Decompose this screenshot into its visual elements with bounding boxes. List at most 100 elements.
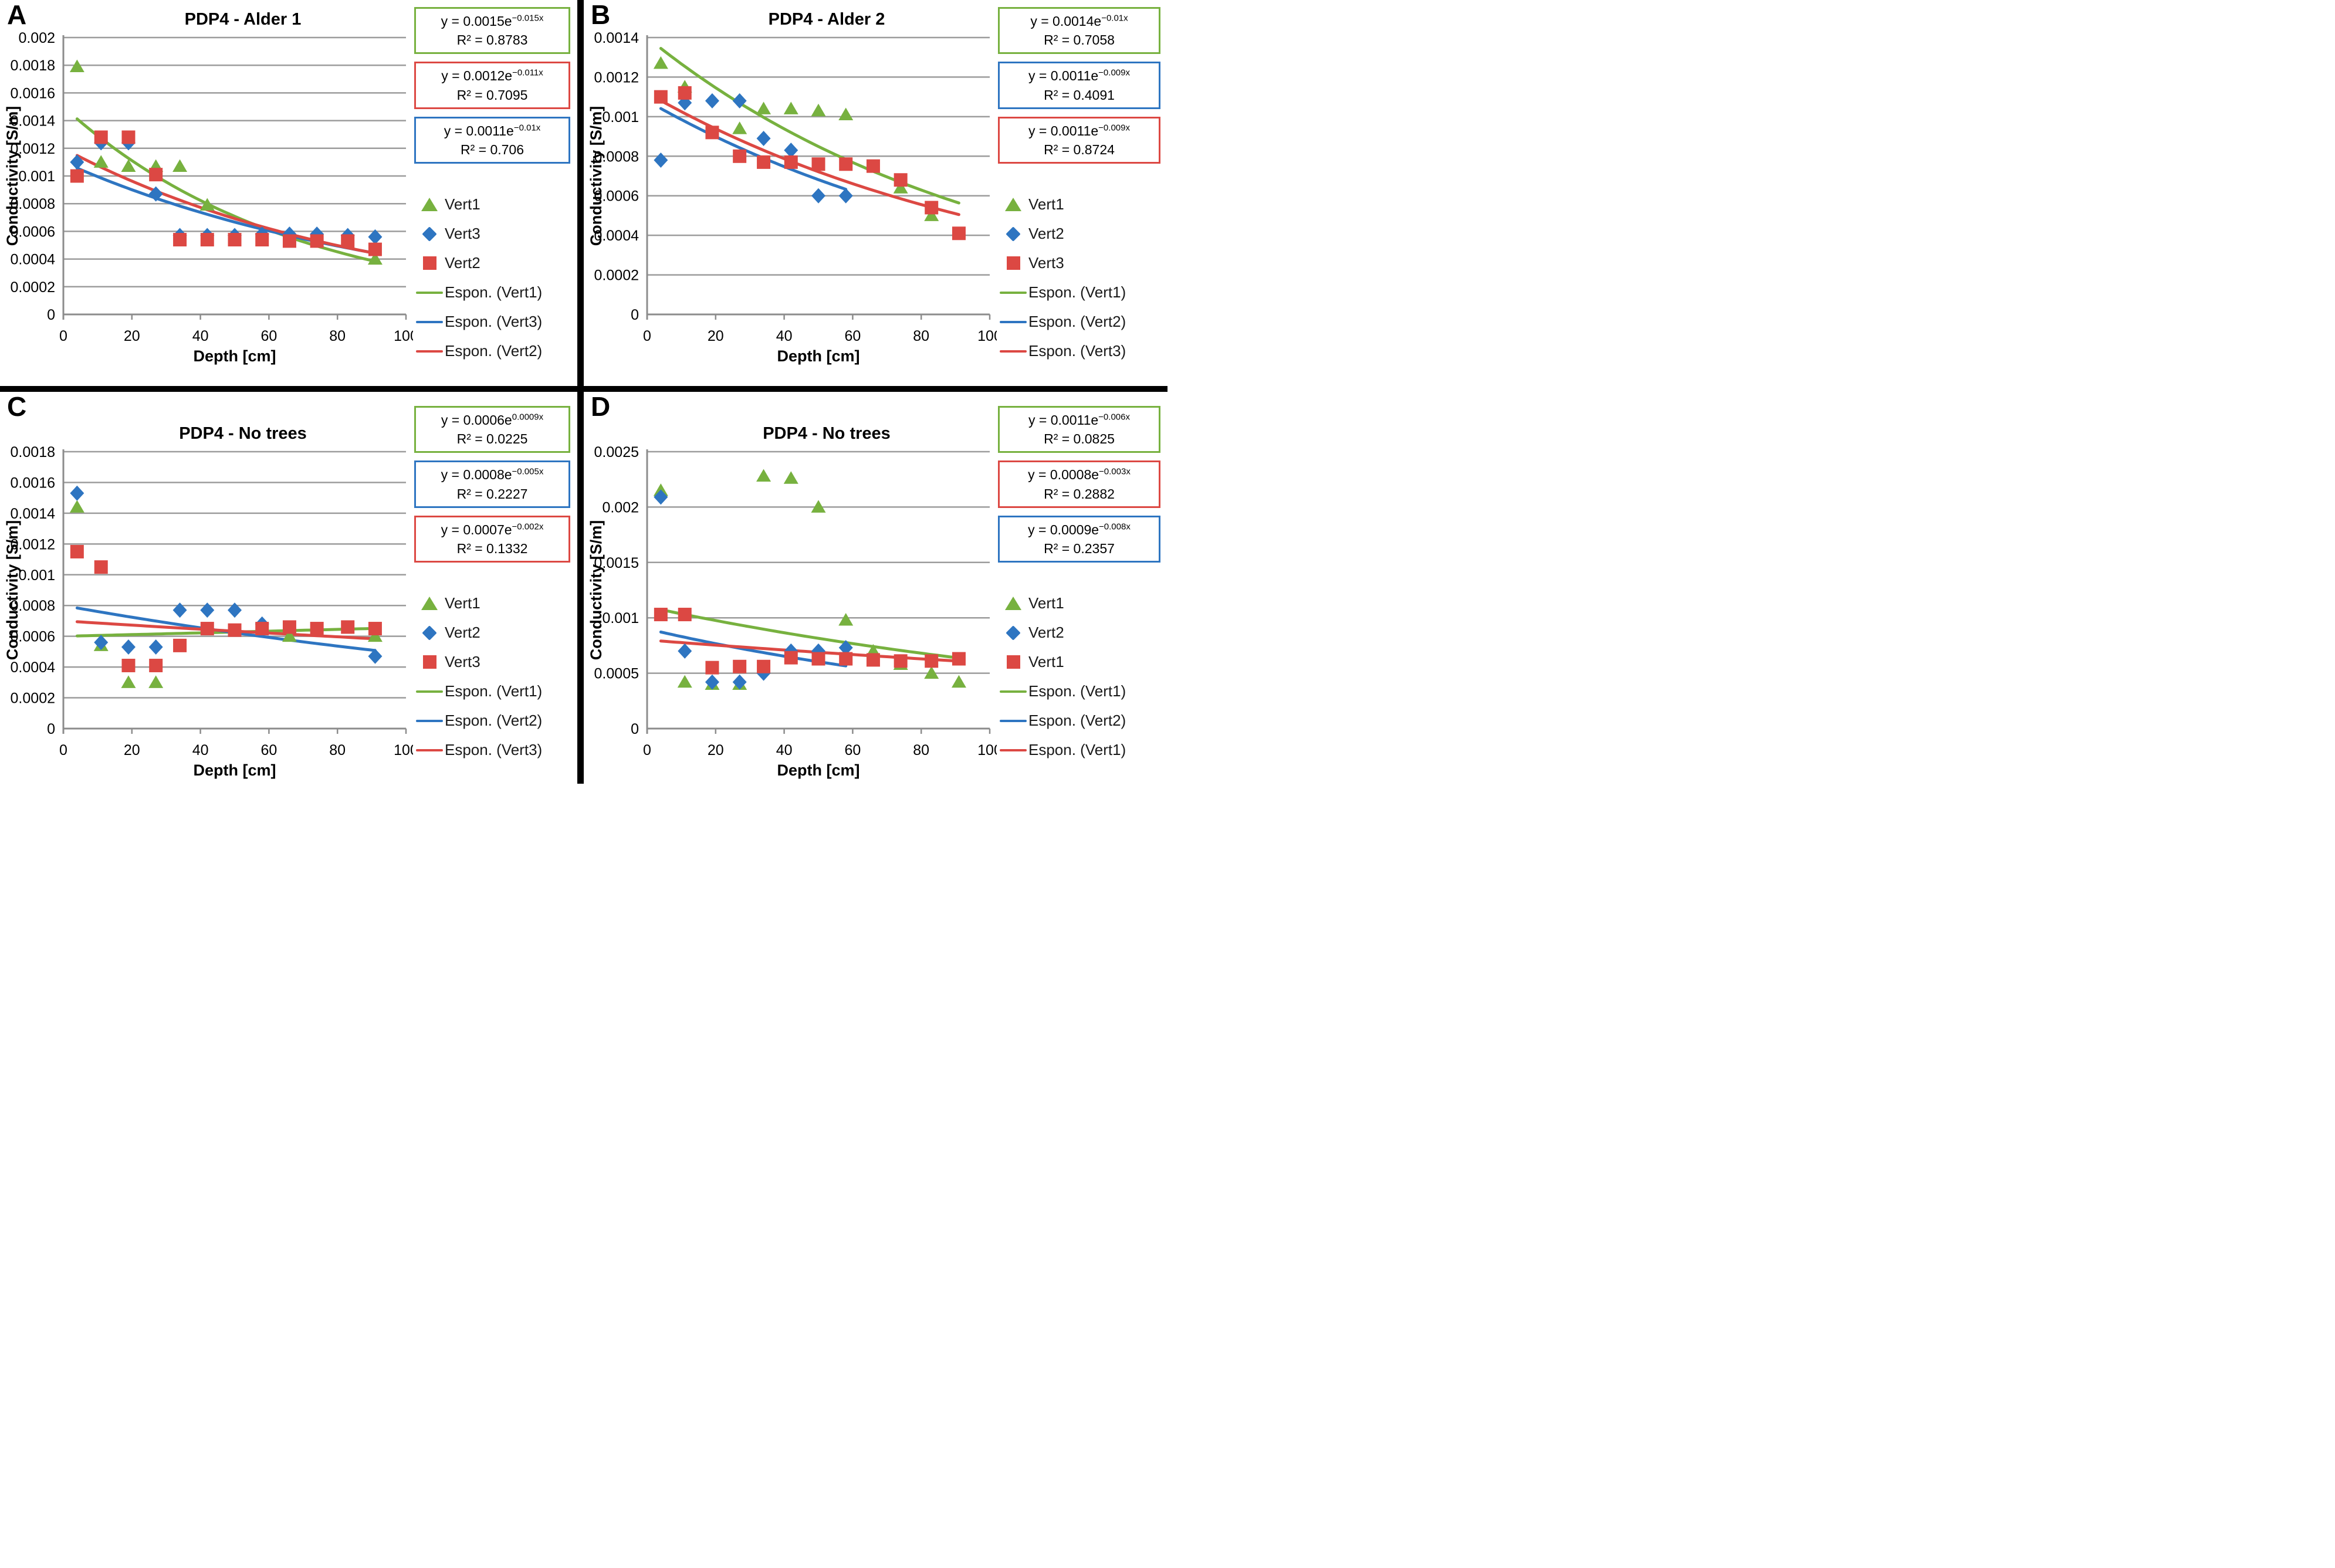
- x-tick-label: 40: [192, 742, 209, 758]
- data-point: [839, 652, 853, 666]
- x-tick-label: 20: [124, 328, 140, 344]
- r-squared-value: R² = 0.2357: [1044, 540, 1115, 556]
- legend-label: Vert1: [445, 594, 480, 612]
- equation-base: y = 0.0011e: [444, 123, 514, 138]
- data-point: [838, 188, 853, 204]
- trendline-blue: [75, 167, 377, 255]
- data-point: [121, 159, 136, 172]
- x-tick-label: 20: [708, 742, 724, 758]
- data-point: [148, 186, 163, 202]
- panel-title: PDP4 - No trees: [763, 424, 891, 443]
- x-tick-label: 60: [260, 328, 277, 344]
- y-tick-label: 0.0014: [11, 506, 56, 522]
- y-tick-label: 0.0016: [11, 85, 55, 101]
- trendline-swatch-icon: [998, 690, 1028, 693]
- data-point: [121, 639, 136, 655]
- data-point: [839, 157, 853, 171]
- data-point: [678, 608, 692, 622]
- data-point: [282, 620, 296, 634]
- equation-base: y = 0.0008e: [441, 467, 512, 483]
- y-tick-label: 0.0006: [11, 629, 55, 645]
- legend-item-line-blue: Espon. (Vert3): [414, 313, 573, 331]
- panel-d-sidebar: y = 0.0011e−0.006x R² = 0.0825 y = 0.0008e…: [997, 393, 1168, 784]
- legend-item-marker-blue: Vert2: [414, 624, 573, 642]
- equation-base: y = 0.0014e: [1030, 13, 1102, 29]
- legend-item-marker-red: Vert3: [414, 653, 573, 671]
- y-tick-label: 0.001: [18, 168, 55, 185]
- data-point: [94, 130, 108, 144]
- line-swatch-shape: [1000, 291, 1027, 294]
- data-point: [70, 154, 84, 170]
- r-squared-value: R² = 0.7095: [456, 87, 528, 103]
- x-tick-label: 100: [977, 742, 997, 758]
- series-vert2-red: [70, 130, 382, 256]
- x-tick-label: 100: [394, 742, 413, 758]
- y-axis-label: Conductivity [S/m]: [587, 106, 605, 246]
- data-point: [121, 130, 136, 144]
- legend: Vert1 Vert3 Vert2 Espon. (Vert1) Espon. (Ver…: [414, 184, 573, 371]
- trendline-swatch-icon: [414, 690, 445, 693]
- equation-base: y = 0.0011e: [1028, 123, 1099, 138]
- data-point: [783, 101, 798, 114]
- trendline-swatch-icon: [414, 749, 445, 751]
- data-point: [952, 652, 966, 666]
- trendline-blue: [659, 107, 848, 191]
- r-squared-value: R² = 0.8724: [1044, 141, 1115, 157]
- equation-base: y = 0.0011e: [1028, 68, 1099, 84]
- y-tick-label: 0.0016: [11, 475, 55, 491]
- equation-line: y = 0.0011e−0.009x: [1003, 121, 1155, 140]
- data-point: [654, 489, 668, 505]
- square-marker-icon: [998, 655, 1028, 669]
- data-point: [228, 602, 242, 618]
- legend-label: Espon. (Vert2): [1028, 313, 1126, 331]
- equation-box-blue: y = 0.0008e−0.005x R² = 0.2227: [414, 460, 570, 508]
- series-vert3-red: [654, 86, 966, 241]
- data-point: [282, 234, 296, 248]
- data-point: [654, 153, 668, 168]
- x-tick-label: 0: [643, 328, 651, 344]
- x-tick-label: 40: [776, 328, 793, 344]
- equation-base: y = 0.0007e: [441, 521, 512, 537]
- data-point: [148, 639, 163, 655]
- legend-item-line-green: Espon. (Vert1): [998, 682, 1163, 700]
- line-swatch-shape: [1000, 690, 1027, 693]
- data-point: [653, 56, 668, 69]
- y-tick-label: 0.0006: [594, 188, 639, 205]
- line-swatch-shape: [416, 350, 443, 353]
- legend-label: Vert1: [1028, 594, 1064, 612]
- data-point: [69, 500, 84, 513]
- y-tick-label: 0.001: [602, 109, 639, 126]
- r-squared-value: R² = 0.4091: [1044, 87, 1115, 103]
- panel-d-chart-area: 0.0025 0.002 0.0015 0.001 0.0005 0 0 20 40 60 80 10…: [586, 421, 997, 784]
- equation-exponent: −0.01x: [1101, 13, 1128, 23]
- y-tick-label: 0: [631, 307, 639, 323]
- legend-item-marker-blue: Vert2: [998, 225, 1163, 243]
- r-squared-value: R² = 0.2227: [456, 486, 528, 502]
- data-point: [282, 629, 297, 642]
- legend-item-marker-blue: Vert2: [998, 624, 1163, 642]
- data-point: [784, 143, 798, 158]
- x-tick-label: 40: [192, 328, 209, 344]
- x-tick-label: 80: [329, 328, 346, 344]
- equation-base: y = 0.0012e: [441, 68, 513, 84]
- data-point: [894, 654, 908, 668]
- series-vert3-red: [70, 544, 382, 672]
- trendline-red: [75, 154, 377, 255]
- data-point: [784, 155, 798, 169]
- legend-item-marker-red: Vert3: [998, 254, 1163, 272]
- y-tick-label: 0.0025: [594, 444, 639, 460]
- equation-line: y = 0.0006e0.0009x: [419, 411, 565, 429]
- legend-item-marker-green: Vert1: [414, 195, 573, 214]
- equation-line: y = 0.0015e−0.015x: [419, 12, 565, 31]
- data-point: [756, 101, 771, 114]
- diamond-marker-icon: [998, 226, 1028, 242]
- y-axis-label: Conductivity [S/m]: [4, 520, 21, 661]
- equation-box-red: y = 0.0008e−0.003x R² = 0.2882: [998, 460, 1160, 508]
- legend: Vert1 Vert2 Vert3 Espon. (Vert1) Espon. (Ver…: [414, 583, 573, 770]
- x-tick-label: 100: [394, 328, 413, 344]
- gridlines: [647, 451, 990, 730]
- equation-base: y = 0.0009e: [1028, 521, 1099, 537]
- r-squared-value: R² = 0.1332: [456, 540, 528, 556]
- legend-item-line-blue: Espon. (Vert2): [414, 712, 573, 730]
- data-point: [757, 155, 771, 169]
